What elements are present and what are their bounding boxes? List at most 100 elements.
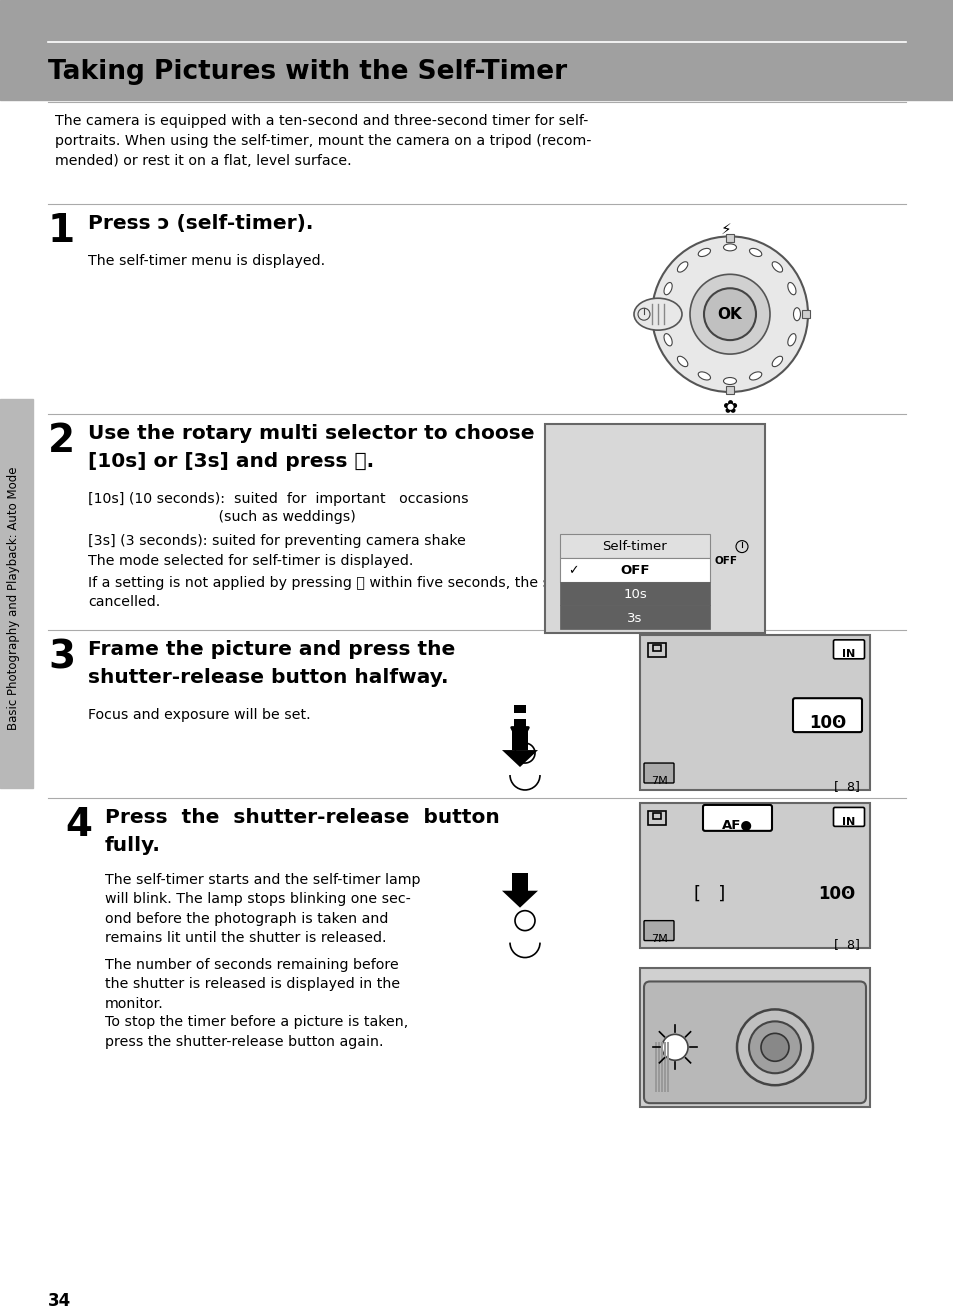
Bar (559, 533, 709, 557)
Ellipse shape (677, 356, 687, 367)
Text: 34: 34 (48, 1292, 71, 1310)
Text: Taking Pictures with the Self-Timer: Taking Pictures with the Self-Timer (48, 59, 566, 85)
Text: 4: 4 (65, 805, 91, 844)
Text: fully.: fully. (105, 836, 161, 855)
Bar (647, 811, 665, 825)
Bar (663, 1042, 665, 1092)
Text: 10ʘ: 10ʘ (808, 715, 845, 732)
Bar (649, 310, 658, 318)
Ellipse shape (663, 334, 672, 346)
Text: Frame the picture and press the: Frame the picture and press the (88, 640, 455, 660)
Circle shape (689, 275, 769, 353)
Text: Use the rotary multi selector to choose: Use the rotary multi selector to choose (88, 424, 534, 443)
Polygon shape (501, 750, 537, 767)
Text: Focus and exposure will be set.: Focus and exposure will be set. (88, 708, 311, 723)
Text: The self-timer starts and the self-timer lamp
will blink. The lamp stops blinkin: The self-timer starts and the self-timer… (105, 872, 420, 945)
Ellipse shape (771, 356, 781, 367)
Text: ⚡: ⚡ (720, 222, 731, 237)
Ellipse shape (663, 283, 672, 294)
Text: 3: 3 (48, 639, 75, 677)
Bar (655, 1042, 657, 1092)
Text: 10ʘ: 10ʘ (817, 884, 854, 903)
Bar (514, 719, 525, 727)
Text: Basic Photography and Playback: Auto Mode: Basic Photography and Playback: Auto Mod… (7, 466, 19, 731)
Ellipse shape (659, 307, 666, 321)
Text: The number of seconds remaining before
the shutter is released is displayed in t: The number of seconds remaining before t… (105, 958, 399, 1010)
Text: OFF: OFF (714, 556, 738, 565)
Circle shape (703, 288, 755, 340)
Text: The self-timer menu is displayed.: The self-timer menu is displayed. (88, 255, 325, 268)
Ellipse shape (771, 261, 781, 272)
Ellipse shape (722, 244, 736, 251)
Bar (652, 645, 660, 652)
Ellipse shape (698, 372, 710, 380)
Text: The mode selected for self-timer is displayed.: The mode selected for self-timer is disp… (88, 553, 413, 568)
Text: [  8]: [ 8] (833, 781, 859, 792)
Ellipse shape (698, 248, 710, 256)
Text: 7M: 7M (650, 777, 667, 786)
Bar (544, 424, 764, 633)
Bar (512, 872, 527, 891)
FancyBboxPatch shape (643, 763, 673, 783)
Text: ✓: ✓ (567, 564, 578, 577)
Text: [3s] (3 seconds): suited for preventing camera shake: [3s] (3 seconds): suited for preventing … (88, 533, 465, 548)
Bar (512, 731, 527, 750)
FancyBboxPatch shape (643, 921, 673, 941)
Text: Press  the  shutter-release  button: Press the shutter-release button (105, 808, 499, 827)
Bar (652, 813, 660, 819)
Text: Press ɔ (self-timer).: Press ɔ (self-timer). (88, 214, 313, 234)
Bar (660, 1042, 662, 1092)
Text: IN: IN (841, 817, 855, 827)
Bar (639, 967, 869, 1108)
Text: The camera is equipped with a ten-second and three-second timer for self-
portra: The camera is equipped with a ten-second… (55, 114, 591, 168)
FancyBboxPatch shape (643, 982, 865, 1104)
Text: OFF: OFF (619, 564, 649, 577)
Text: 3s: 3s (627, 612, 642, 625)
Bar (725, 234, 733, 242)
Bar (639, 803, 869, 947)
FancyBboxPatch shape (702, 805, 771, 830)
Bar (801, 310, 809, 318)
Bar (666, 1042, 668, 1092)
Text: 7M: 7M (650, 933, 667, 943)
Circle shape (651, 237, 807, 392)
Circle shape (748, 1021, 801, 1074)
Ellipse shape (722, 377, 736, 385)
Ellipse shape (787, 283, 795, 294)
Ellipse shape (634, 298, 681, 330)
Bar (514, 706, 525, 714)
Text: [10s] or [3s] and press ⒪.: [10s] or [3s] and press ⒪. (88, 452, 374, 470)
Bar (725, 386, 733, 394)
Text: IN: IN (841, 649, 855, 660)
Text: shutter-release button halfway.: shutter-release button halfway. (88, 669, 448, 687)
Circle shape (760, 1033, 788, 1062)
Text: 2: 2 (48, 422, 75, 460)
Text: 1: 1 (48, 213, 75, 251)
FancyBboxPatch shape (833, 640, 863, 658)
Bar (0, 399, 33, 788)
Text: To stop the timer before a picture is taken,
press the shutter-release button ag: To stop the timer before a picture is ta… (105, 1016, 408, 1049)
Bar (639, 636, 869, 790)
Text: (such as weddings): (such as weddings) (88, 510, 355, 524)
Text: If a setting is not applied by pressing ⒪ within five seconds, the selection wil: If a setting is not applied by pressing … (88, 576, 657, 608)
Ellipse shape (749, 248, 761, 256)
FancyBboxPatch shape (792, 698, 862, 732)
Bar (658, 1042, 659, 1092)
FancyBboxPatch shape (833, 807, 863, 827)
Circle shape (737, 1009, 812, 1085)
Bar (559, 557, 709, 582)
Text: [  8]: [ 8] (833, 938, 859, 950)
Circle shape (661, 1034, 687, 1060)
Ellipse shape (787, 334, 795, 346)
Text: OK: OK (717, 306, 741, 322)
Text: AF●: AF● (720, 817, 752, 830)
Ellipse shape (749, 372, 761, 380)
Text: Self-timer: Self-timer (602, 540, 667, 553)
Text: ✿: ✿ (721, 399, 737, 417)
Ellipse shape (677, 261, 687, 272)
Bar (559, 582, 709, 606)
Text: [10s] (10 seconds):  suited  for  important   occasions: [10s] (10 seconds): suited for important… (88, 491, 468, 506)
Bar (647, 644, 665, 657)
Bar (559, 606, 709, 629)
Text: 10s: 10s (622, 587, 646, 600)
